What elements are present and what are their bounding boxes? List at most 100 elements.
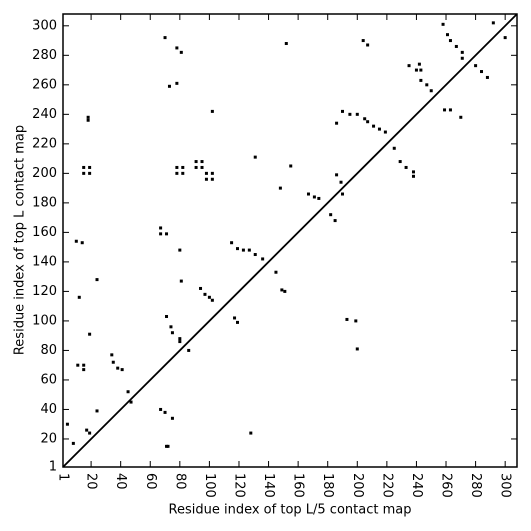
contact-point (398, 160, 402, 164)
contact-point (480, 70, 484, 74)
contact-point (175, 46, 179, 50)
x-tick-label: 280 (468, 473, 483, 498)
contact-point (71, 441, 75, 445)
contact-point (306, 192, 310, 196)
contact-point (329, 213, 333, 217)
contact-point (204, 171, 208, 175)
contact-point (274, 270, 278, 274)
x-tick-label: 240 (409, 473, 424, 498)
contact-point (448, 39, 452, 43)
x-tick-label: 260 (439, 473, 454, 498)
y-tick-label: 260 (32, 77, 57, 92)
y-tick-label: 140 (32, 254, 57, 269)
x-tick-label: 140 (261, 473, 276, 498)
contact-point (429, 89, 433, 93)
contact-point (233, 316, 237, 320)
y-tick-label: 100 (32, 313, 57, 328)
contact-point (65, 422, 69, 426)
contact-point (163, 36, 167, 40)
contact-point (175, 81, 179, 85)
x-tick-label: 300 (498, 473, 513, 498)
contact-point (88, 431, 92, 435)
contact-point (74, 239, 78, 243)
contact-point (207, 295, 211, 299)
x-tick-label: 180 (320, 473, 335, 498)
contact-point (283, 289, 287, 293)
contact-point (419, 68, 423, 72)
contact-point (95, 409, 99, 413)
contact-point (82, 363, 86, 367)
y-tick-label: 120 (32, 284, 57, 299)
contact-point (340, 192, 344, 196)
x-axis-title: Residue index of top L/5 contact map (169, 503, 412, 518)
x-tick-label: 60 (143, 473, 158, 490)
contact-point (366, 120, 370, 124)
contact-point (333, 219, 337, 223)
contact-point (363, 117, 367, 121)
contact-point (167, 84, 171, 88)
contact-point (236, 247, 240, 251)
plot-frame (62, 13, 518, 468)
contact-point (110, 353, 114, 357)
contact-point (129, 400, 133, 404)
contact-point (278, 186, 282, 190)
contact-point (200, 165, 204, 169)
contact-point (82, 165, 86, 169)
contact-point (159, 232, 163, 236)
contact-point (261, 257, 265, 261)
contact-point (203, 292, 207, 296)
contact-point (85, 428, 89, 432)
contact-point (86, 118, 90, 122)
contact-point (317, 196, 321, 200)
contact-point (166, 444, 170, 448)
x-tick-label: 40 (113, 473, 128, 490)
contact-point (170, 416, 174, 420)
contact-point (80, 241, 84, 245)
y-tick-label: 80 (40, 343, 57, 358)
contact-point (82, 171, 86, 175)
contact-point (335, 121, 339, 125)
contact-point (383, 130, 387, 134)
contact-point (165, 314, 169, 318)
contact-point (355, 112, 359, 116)
y-tick-label: 1 (49, 460, 57, 475)
contact-point (392, 146, 396, 150)
contact-point (280, 288, 284, 292)
contact-point (249, 431, 253, 435)
contact-point (82, 368, 86, 372)
x-tick-label: 20 (84, 473, 99, 490)
contact-point (414, 68, 418, 72)
contact-point (159, 226, 163, 230)
contact-point (179, 50, 183, 54)
y-tick-label: 220 (32, 136, 57, 151)
contact-point (86, 115, 90, 119)
contact-point (88, 332, 92, 336)
contact-point (88, 165, 92, 169)
contact-point (459, 115, 463, 119)
x-tick-label: 100 (202, 473, 217, 498)
y-tick-label: 180 (32, 195, 57, 210)
y-tick-label: 280 (32, 48, 57, 63)
contact-point (247, 248, 251, 252)
contact-point (377, 127, 381, 131)
x-tick-label: 220 (379, 473, 394, 498)
contact-point (76, 363, 80, 367)
contact-point (126, 390, 130, 394)
y-axis-title: Residue index of top L contact map (13, 125, 28, 355)
x-tick-label: 160 (291, 473, 306, 498)
diagonal (62, 13, 518, 468)
contact-point (169, 325, 173, 329)
contact-point (111, 360, 115, 364)
x-tick-label: 200 (350, 473, 365, 498)
x-tick-label: 80 (172, 473, 187, 490)
contact-point (170, 331, 174, 335)
contact-point (460, 56, 464, 60)
y-tick-label: 160 (32, 225, 57, 240)
contact-point (345, 317, 349, 321)
contact-point (354, 319, 358, 323)
contact-point (445, 33, 449, 37)
contact-point (236, 320, 240, 324)
contact-point (441, 22, 445, 26)
contact-point (474, 64, 478, 68)
